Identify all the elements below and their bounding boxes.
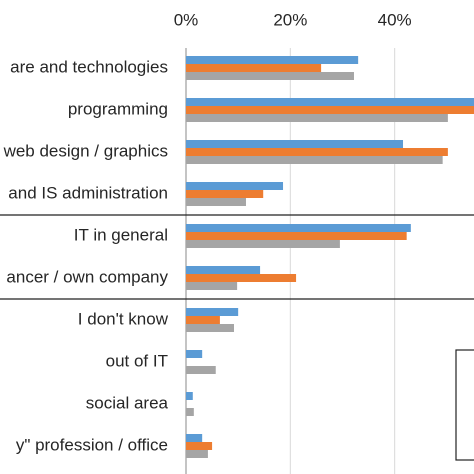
y-tick-label: programming bbox=[68, 99, 168, 118]
bar bbox=[186, 156, 443, 164]
bar bbox=[186, 64, 322, 72]
bar bbox=[186, 324, 234, 332]
bar bbox=[186, 198, 246, 206]
bar bbox=[186, 106, 474, 114]
bar bbox=[186, 240, 340, 248]
bar bbox=[186, 350, 203, 358]
y-tick-label: ancer / own company bbox=[6, 267, 168, 286]
y-tick-label: IT in general bbox=[74, 225, 168, 244]
bar bbox=[186, 140, 404, 148]
bar bbox=[186, 148, 448, 156]
bar bbox=[186, 72, 354, 80]
bar bbox=[186, 232, 407, 240]
bar bbox=[186, 56, 359, 64]
y-tick-label: I don't know bbox=[78, 309, 169, 328]
bar bbox=[186, 450, 208, 458]
bar bbox=[186, 190, 264, 198]
y-tick-label: web design / graphics bbox=[3, 141, 168, 160]
bar bbox=[186, 442, 213, 450]
y-tick-label: social area bbox=[86, 393, 169, 412]
y-tick-label: are and technologies bbox=[10, 57, 168, 76]
bar bbox=[186, 308, 239, 316]
bar bbox=[186, 408, 194, 416]
y-tick-label: out of IT bbox=[106, 351, 168, 370]
y-tick-label: y" profession / office bbox=[16, 435, 168, 454]
x-tick-label: 40% bbox=[378, 10, 412, 29]
y-tick-label: and IS administration bbox=[8, 183, 168, 202]
x-tick-label: 0% bbox=[174, 10, 199, 29]
bar bbox=[186, 316, 220, 324]
bar bbox=[186, 224, 411, 232]
legend-box bbox=[455, 349, 474, 461]
bar bbox=[186, 266, 261, 274]
bar bbox=[186, 282, 238, 290]
bar bbox=[186, 274, 297, 282]
x-tick-label: 20% bbox=[273, 10, 307, 29]
bar bbox=[186, 434, 203, 442]
bar bbox=[186, 366, 216, 374]
bar bbox=[186, 392, 193, 400]
bar bbox=[186, 98, 474, 106]
bar bbox=[186, 114, 448, 122]
bar bbox=[186, 182, 284, 190]
